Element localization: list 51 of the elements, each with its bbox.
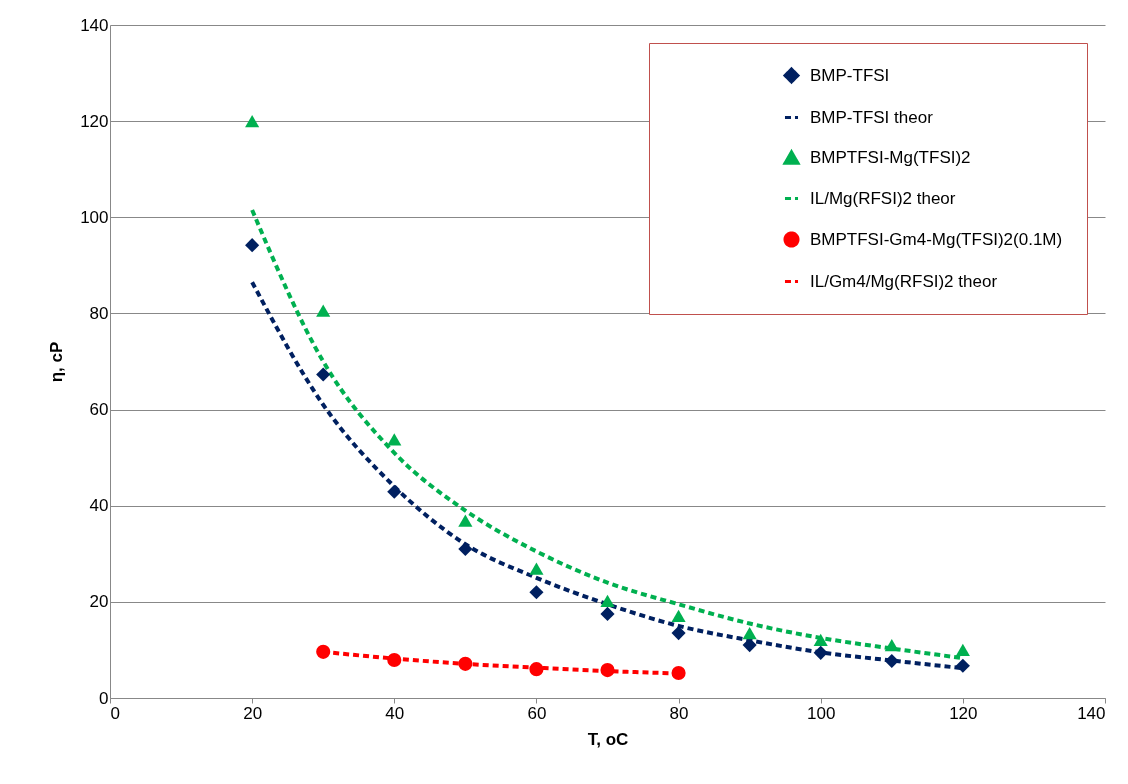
point [742, 638, 757, 653]
point [458, 541, 473, 557]
point [813, 633, 828, 646]
point [955, 658, 970, 673]
point [316, 367, 331, 382]
point [600, 594, 615, 608]
point [813, 645, 828, 660]
y-tick-label: 60 [89, 400, 109, 420]
y-tick-label: 100 [80, 207, 109, 227]
x-tick-label: 60 [527, 703, 547, 723]
legend-label: BMP-TFSI [810, 65, 890, 85]
point [387, 484, 402, 499]
point [529, 662, 544, 677]
x-tick-label: 100 [807, 703, 836, 723]
point [884, 639, 899, 652]
point [884, 653, 899, 669]
y-tick-label: 40 [89, 496, 109, 516]
point [387, 652, 402, 668]
legend-label: IL/Gm4/Mg(RFSI)2 theor [810, 271, 998, 291]
y-tick-label: 0 [99, 688, 109, 708]
y-tick-label: 140 [80, 15, 109, 35]
point [458, 514, 473, 527]
x-tick-label: 140 [1077, 703, 1106, 723]
point [671, 665, 686, 681]
x-tick-label: 80 [669, 703, 689, 723]
point [458, 656, 473, 671]
y-tick-label: 20 [89, 592, 109, 612]
point [245, 238, 260, 253]
x-tick-label: 120 [949, 703, 978, 723]
x-tick-label: 40 [385, 703, 405, 723]
legend-label: IL/Mg(RFSI)2 theor [810, 188, 956, 208]
x-axis-title: T, oC [587, 729, 629, 749]
point [671, 609, 686, 622]
point [316, 644, 331, 659]
point [529, 585, 544, 600]
legend-label: BMP-TFSI theor [810, 107, 934, 127]
point [955, 643, 970, 657]
y-tick-label: 120 [80, 111, 109, 131]
point [600, 663, 615, 678]
point [387, 433, 402, 446]
y-tick-label: 80 [89, 303, 109, 323]
point [245, 115, 260, 128]
legend-label: BMPTFSI-Mg(TFSI)2 [810, 147, 971, 167]
point [742, 626, 757, 640]
legend-label: BMPTFSI-Gm4-Mg(TFSI)2(0.1M) [810, 229, 1063, 249]
point [529, 562, 544, 575]
point [600, 606, 615, 621]
point [316, 304, 331, 317]
x-tick-label: 20 [243, 703, 263, 723]
point [671, 626, 686, 641]
y-axis-title: η, cP [47, 341, 67, 383]
